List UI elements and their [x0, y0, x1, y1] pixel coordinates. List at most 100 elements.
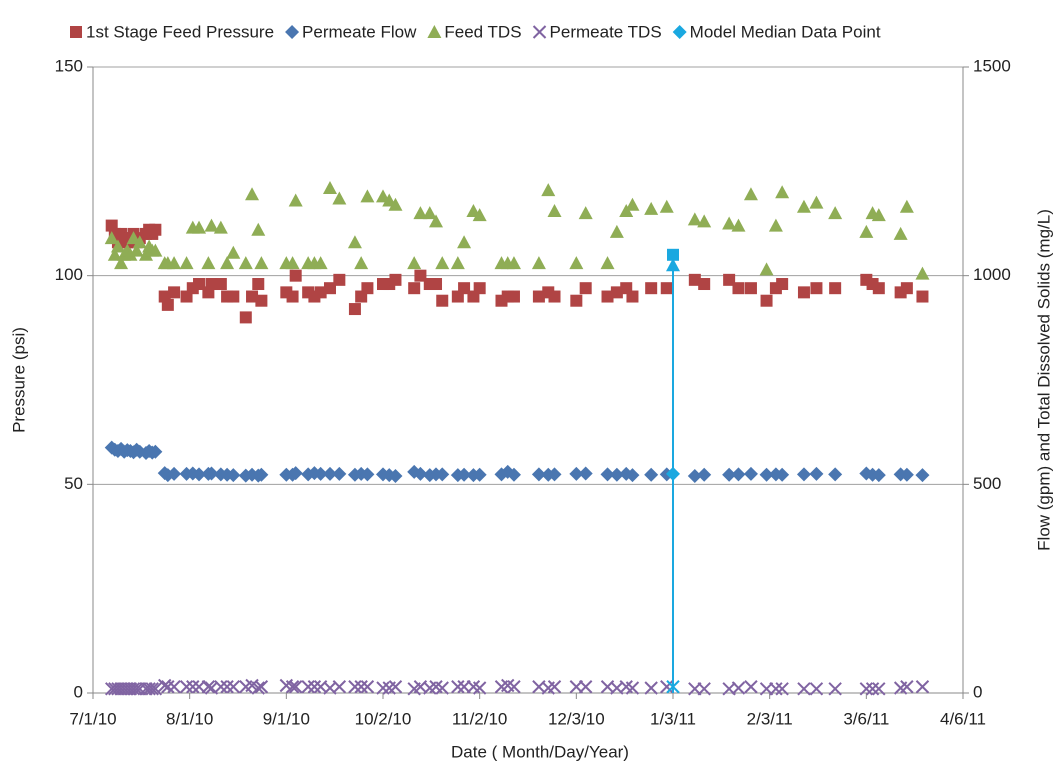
point	[245, 187, 260, 201]
point	[192, 467, 207, 482]
point	[625, 681, 640, 695]
point	[759, 467, 774, 482]
point	[148, 243, 163, 257]
point	[126, 682, 141, 696]
x-tick-label: 3/6/11	[843, 709, 889, 728]
point	[688, 273, 701, 286]
point	[810, 282, 823, 295]
point	[809, 466, 824, 481]
point	[859, 682, 874, 696]
point	[286, 290, 299, 303]
legend-marker	[285, 25, 300, 39]
legend-marker	[532, 25, 547, 39]
point	[288, 466, 303, 481]
point	[531, 256, 546, 270]
point	[220, 256, 235, 270]
point	[472, 467, 487, 482]
point	[132, 235, 147, 249]
point	[408, 282, 421, 295]
x-tick-label: 10/2/10	[355, 709, 412, 728]
legend-marker	[672, 25, 687, 39]
point	[548, 290, 561, 303]
point	[254, 467, 269, 482]
point	[893, 226, 908, 240]
point	[360, 467, 375, 482]
point	[547, 680, 562, 694]
point	[547, 203, 562, 217]
point	[796, 467, 811, 482]
point	[796, 199, 811, 213]
point	[322, 181, 337, 195]
point	[457, 467, 472, 482]
point	[625, 197, 640, 211]
point	[570, 294, 583, 307]
point	[506, 256, 521, 270]
point	[871, 208, 886, 222]
point	[644, 201, 659, 215]
x-tick-label: 11/2/10	[452, 709, 507, 728]
point	[644, 467, 659, 482]
point	[500, 464, 515, 479]
point	[660, 680, 674, 694]
point	[239, 311, 252, 324]
point	[659, 199, 674, 213]
point	[142, 682, 156, 696]
point	[723, 273, 736, 286]
point	[332, 191, 347, 205]
point	[348, 303, 361, 316]
point	[201, 256, 216, 270]
point	[828, 467, 843, 482]
point	[167, 466, 182, 481]
point	[114, 256, 129, 270]
point	[768, 218, 783, 232]
y-tick-label: 150	[55, 56, 83, 75]
point	[915, 680, 930, 694]
point	[435, 681, 449, 695]
point	[246, 290, 259, 303]
point	[569, 466, 584, 481]
point	[732, 282, 745, 295]
point	[389, 273, 402, 286]
point	[288, 680, 303, 694]
point	[251, 681, 265, 695]
x-tick-label: 8/1/10	[166, 709, 213, 728]
legend-label: 1st Stage Feed Pressure	[86, 22, 274, 41]
point	[347, 235, 362, 249]
point	[123, 247, 138, 261]
y2-tick-label: 0	[973, 682, 982, 701]
point	[609, 224, 624, 238]
point	[743, 466, 758, 481]
point	[360, 680, 375, 694]
point	[435, 467, 450, 482]
point	[731, 218, 746, 232]
point	[289, 269, 302, 282]
point	[167, 256, 182, 270]
point	[450, 256, 465, 270]
point	[201, 680, 216, 694]
point	[213, 220, 228, 234]
point	[226, 468, 241, 483]
point	[214, 278, 227, 291]
point	[859, 224, 874, 238]
point	[388, 468, 403, 483]
point	[313, 466, 328, 481]
point	[227, 290, 240, 303]
point	[413, 206, 428, 220]
point	[422, 206, 437, 220]
point	[168, 286, 181, 299]
point	[149, 223, 162, 236]
point	[579, 282, 592, 295]
point	[251, 222, 266, 236]
y-tick-label: 100	[55, 265, 83, 284]
point	[376, 681, 390, 695]
point	[899, 467, 914, 482]
point	[578, 466, 593, 481]
point	[145, 682, 159, 696]
point	[226, 245, 241, 259]
point	[915, 468, 930, 483]
point	[769, 682, 783, 696]
point	[323, 282, 336, 295]
y-tick-label: 0	[74, 682, 83, 701]
point	[436, 294, 449, 307]
